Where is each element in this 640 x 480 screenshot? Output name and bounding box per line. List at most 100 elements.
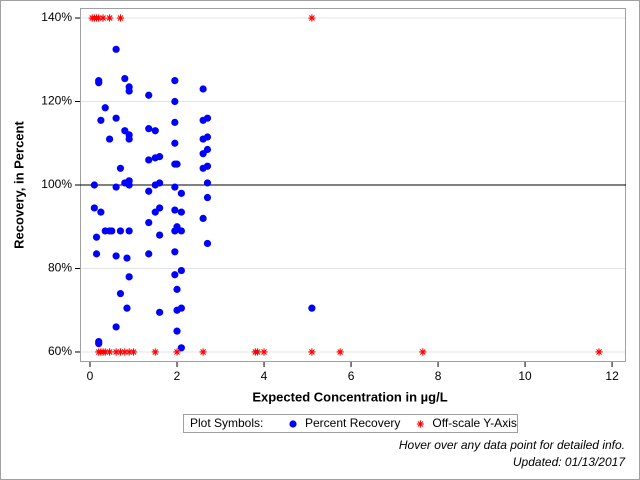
point <box>112 323 120 331</box>
y-tick-label: 140% <box>41 10 72 24</box>
point <box>419 348 427 356</box>
point <box>171 206 179 214</box>
point <box>199 85 207 93</box>
point <box>173 285 181 293</box>
point <box>171 271 179 279</box>
y-tick-label: 120% <box>41 94 72 108</box>
legend-title: Plot Symbols: <box>190 416 263 430</box>
point <box>145 250 153 258</box>
point <box>112 348 120 356</box>
x-tick-label: 10 <box>518 369 532 383</box>
point <box>171 248 179 256</box>
point <box>177 208 185 216</box>
point <box>101 348 109 356</box>
point <box>308 348 316 356</box>
point <box>595 348 603 356</box>
point <box>171 139 179 147</box>
point <box>156 231 164 239</box>
x-tick-label: 2 <box>174 369 181 383</box>
point <box>156 308 164 316</box>
point <box>129 348 138 356</box>
x-tick-label: 0 <box>87 369 94 383</box>
x-tick-label: 8 <box>435 369 442 383</box>
point <box>151 348 159 356</box>
point <box>145 218 153 227</box>
point <box>145 125 153 133</box>
point <box>116 164 125 172</box>
y-tick-label: 60% <box>48 344 72 358</box>
point <box>171 97 179 106</box>
x-tick-label: 6 <box>348 369 355 383</box>
point <box>105 14 114 22</box>
point <box>95 77 103 85</box>
point <box>203 193 212 202</box>
x-tick-label: 12 <box>605 369 619 383</box>
point <box>116 289 125 298</box>
point <box>156 204 164 212</box>
legend-label: Off-scale Y-Axis <box>432 416 516 430</box>
point <box>173 327 181 335</box>
point <box>105 135 114 143</box>
point <box>116 348 125 356</box>
point <box>125 181 133 189</box>
point <box>145 91 153 99</box>
point <box>151 127 159 135</box>
point <box>125 273 133 281</box>
point <box>123 304 131 312</box>
point <box>125 348 133 356</box>
point <box>95 340 103 348</box>
point <box>171 77 179 85</box>
point <box>108 227 116 235</box>
point <box>112 183 120 191</box>
point <box>116 227 125 235</box>
x-axis-label: Expected Concentration in µg/L <box>252 389 447 404</box>
point <box>90 181 98 189</box>
point <box>171 183 179 191</box>
point <box>125 87 133 95</box>
point <box>156 179 164 187</box>
footnote: Hover over any data point for detailed i… <box>399 438 625 452</box>
point <box>308 14 316 22</box>
point <box>121 348 129 356</box>
point <box>112 114 120 122</box>
point <box>173 160 181 168</box>
point <box>177 304 185 312</box>
point <box>101 104 109 112</box>
point <box>125 135 133 143</box>
point <box>156 153 164 161</box>
point <box>112 252 120 260</box>
point <box>99 14 107 22</box>
point <box>177 266 185 275</box>
point <box>116 14 125 22</box>
point <box>203 162 212 170</box>
point <box>105 348 114 356</box>
legend <box>183 414 518 433</box>
y-tick-label: 100% <box>41 177 72 191</box>
point <box>145 187 153 195</box>
point <box>171 118 179 126</box>
point <box>203 145 212 154</box>
point <box>177 189 185 197</box>
point <box>145 156 153 164</box>
point <box>95 14 103 22</box>
legend-label: Percent Recovery <box>305 416 400 430</box>
point <box>336 348 344 356</box>
x-tick-label: 4 <box>261 369 268 383</box>
point <box>177 227 185 235</box>
point <box>123 254 131 262</box>
point <box>203 179 212 187</box>
point <box>112 45 120 53</box>
point <box>97 208 105 216</box>
point <box>253 348 262 356</box>
legend-symbol <box>289 420 297 428</box>
point <box>125 227 133 235</box>
legend-symbol <box>416 420 424 428</box>
point <box>203 114 212 122</box>
point <box>90 204 98 212</box>
point <box>260 348 268 356</box>
point <box>308 304 316 312</box>
y-axis-label: Recovery, in Percent <box>11 121 26 249</box>
point <box>92 233 101 241</box>
